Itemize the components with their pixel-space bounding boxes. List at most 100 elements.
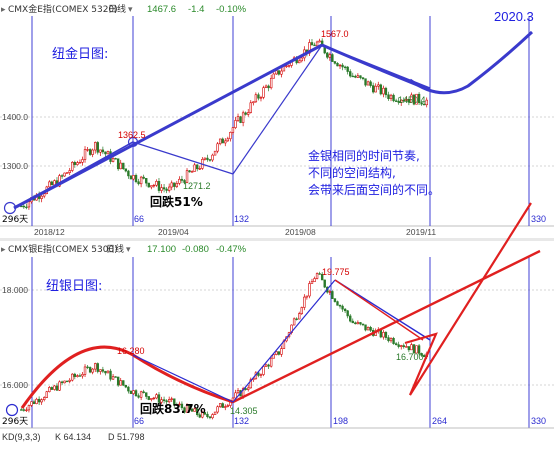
silver-candle-body: [30, 401, 33, 406]
silver-candle: [382, 330, 385, 340]
gold-candle-body: [379, 84, 383, 95]
gold-candle: [392, 93, 395, 103]
silver-candle: [78, 373, 82, 377]
gold-candle-body: [392, 94, 395, 102]
silver-candle: [313, 276, 316, 283]
gold-candle-body: [417, 93, 421, 103]
indicator-k-value: K 64.134: [55, 432, 91, 442]
gold-candle-body: [73, 162, 77, 165]
gold-candle-body: [405, 98, 408, 101]
silver-candle-body: [244, 388, 247, 390]
silver-candle: [173, 398, 176, 408]
silver-period-dropdown-icon[interactable]: ▾: [126, 244, 131, 254]
gold-candle-body: [27, 201, 31, 208]
silver-candle: [356, 320, 360, 325]
silver-candle: [259, 373, 263, 378]
gold-candle: [218, 138, 222, 146]
gold-time-lines: [31, 16, 530, 226]
silver-candle: [183, 406, 186, 414]
silver-candle-body: [341, 305, 344, 310]
silver-candle: [155, 393, 158, 400]
gold-candle: [48, 180, 51, 188]
indicator-name[interactable]: KD(9,3,3): [2, 432, 41, 442]
gold-candle: [272, 72, 275, 79]
gold-candle: [241, 110, 245, 127]
gold-xtick-2018-12: 2018/12: [34, 227, 65, 237]
gold-candle-body: [134, 175, 138, 183]
gold-candle-body: [152, 184, 156, 187]
silver-candle: [320, 272, 324, 281]
silver-candle: [331, 290, 334, 299]
gold-candle-body: [343, 66, 347, 69]
gold-candle: [285, 65, 288, 69]
silver-candle: [405, 343, 408, 348]
silver-candle: [124, 384, 128, 389]
silver-candle: [208, 416, 212, 420]
gold-candle: [157, 177, 161, 194]
silver-candle: [45, 390, 48, 399]
gold-candle-body: [173, 182, 176, 187]
silver-candle-body: [366, 326, 370, 331]
silver-candle-body: [55, 385, 59, 391]
gold-candle-body: [129, 175, 133, 180]
silver-candle: [354, 321, 357, 325]
gold-candle: [377, 81, 380, 90]
silver-candle-body: [201, 412, 204, 418]
silver-candle-body: [88, 367, 92, 373]
silver-candle-body: [257, 372, 260, 376]
silver-header-bar: [0, 241, 554, 257]
gold-ytick-1300: 1300.0: [2, 161, 28, 171]
silver-candle: [397, 341, 400, 349]
silver-candle-body: [183, 407, 186, 413]
gold-candle-body: [361, 77, 365, 80]
silver-candle: [63, 380, 66, 384]
silver-candle: [58, 380, 61, 391]
gold-candle: [221, 137, 224, 144]
gold-period-dropdown-icon[interactable]: ▾: [128, 4, 133, 14]
silver-candle-body: [262, 366, 265, 375]
gold-change: -1.4: [188, 4, 204, 15]
silver-period[interactable]: 日线: [106, 243, 124, 255]
gold-candle-body: [180, 178, 184, 181]
gold-candle: [394, 98, 398, 103]
gold-period[interactable]: 日线: [108, 3, 126, 15]
silver-candle-body: [178, 403, 181, 406]
gold-candle: [257, 92, 260, 101]
silver-start-marker: [5, 403, 19, 417]
silver-candle: [60, 380, 64, 386]
silver-candle-body: [384, 332, 388, 338]
gold-candle: [188, 170, 191, 173]
silver-candle: [188, 404, 191, 410]
silver-candle: [104, 370, 107, 376]
gold-candle-body: [104, 151, 107, 155]
gold-candle-body: [218, 138, 222, 145]
silver-candle: [20, 407, 23, 411]
gold-candle-body: [81, 159, 84, 163]
silver-candle: [387, 335, 390, 343]
gold-candle: [180, 175, 184, 184]
silver-expand-icon[interactable]: ▸: [1, 244, 6, 254]
gold-candle: [101, 146, 105, 155]
silver-candle-body: [303, 296, 306, 308]
gold-candle-body: [272, 73, 275, 79]
gold-xtick-2019-04: 2019/04: [158, 227, 189, 237]
silver-trough1-label: 14.305: [230, 406, 258, 416]
gold-candle: [193, 162, 196, 172]
gold-candle-body: [20, 205, 23, 208]
gold-candle: [40, 194, 43, 203]
silver-candle: [264, 363, 268, 367]
panel-divider[interactable]: [0, 238, 554, 241]
gold-expand-icon[interactable]: ▸: [1, 4, 6, 14]
gold-candle-body: [387, 94, 390, 100]
gold-candle-body: [114, 158, 117, 160]
gold-candle-body: [150, 185, 153, 188]
gold-candle: [315, 40, 319, 47]
gold-candle: [63, 172, 66, 177]
gold-candle: [142, 174, 145, 180]
gold-candle: [229, 131, 232, 142]
silver-candle: [170, 396, 173, 402]
silver-candle: [65, 380, 69, 383]
silver-candle: [22, 408, 26, 412]
gold-candle: [252, 101, 255, 106]
